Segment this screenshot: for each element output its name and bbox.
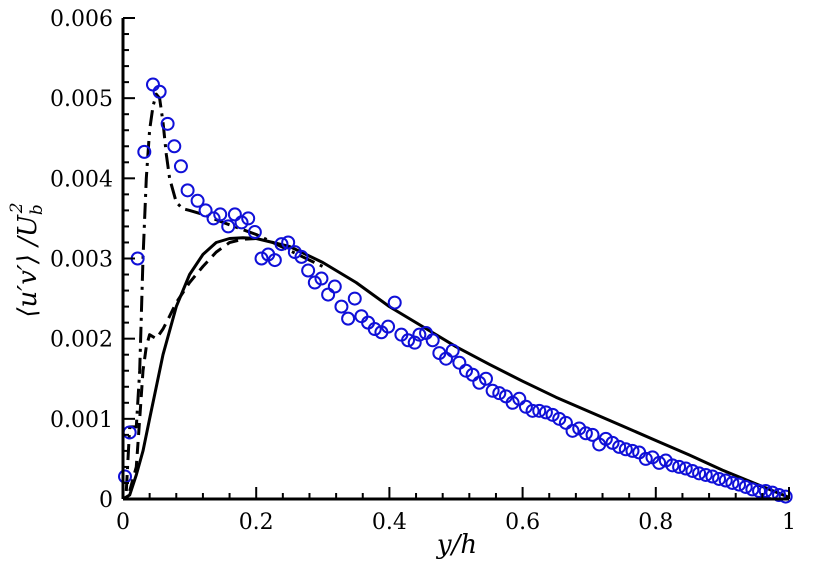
data-point <box>247 225 262 240</box>
data-point <box>274 237 289 252</box>
data-point <box>525 403 540 418</box>
data-point <box>738 479 753 494</box>
data-point <box>672 459 687 474</box>
data-point <box>301 263 316 278</box>
x-ticks <box>122 487 790 499</box>
data-point <box>532 403 547 418</box>
data-point <box>718 473 733 488</box>
data-point <box>387 295 402 310</box>
data-point <box>778 489 793 504</box>
series-line-dashed <box>128 237 257 492</box>
data-point <box>267 253 282 268</box>
data-point <box>367 322 382 337</box>
data-point <box>578 426 593 441</box>
data-point <box>652 455 667 470</box>
x-tick-label: 1 <box>782 510 796 535</box>
y-tick-label: 0.006 <box>50 7 113 32</box>
x-tick-label: 0.4 <box>372 510 407 535</box>
data-point <box>167 139 182 154</box>
data-point <box>160 116 175 131</box>
x-axis-title: y/h <box>436 530 477 560</box>
data-point <box>425 333 440 348</box>
y-axis-title-main: ⟨u′v′⟩ /U <box>13 214 43 318</box>
x-tick-label: 0.6 <box>505 510 540 535</box>
data-point <box>705 469 720 484</box>
data-point <box>752 483 767 498</box>
data-point <box>492 386 507 401</box>
data-point <box>341 311 356 326</box>
data-point <box>294 249 309 264</box>
data-point <box>445 343 460 358</box>
data-point <box>314 271 329 286</box>
data-point <box>698 467 713 482</box>
data-point <box>198 203 213 218</box>
data-point <box>612 439 627 454</box>
series-line-dashdot <box>124 92 324 492</box>
y-axis-title-sub: b <box>27 204 47 215</box>
y-tick-label: 0 <box>99 488 113 513</box>
y-tick-label: 0.005 <box>50 87 113 112</box>
data-point <box>221 219 236 234</box>
data-point <box>137 144 152 159</box>
data-point <box>412 327 427 342</box>
data-point <box>772 487 787 502</box>
data-point <box>665 458 680 473</box>
data-point <box>685 463 700 478</box>
x-tick-labels: 0 0.2 0.4 0.6 0.8 1 <box>116 510 796 535</box>
data-point <box>213 207 228 222</box>
data-point <box>625 443 640 458</box>
data-point <box>485 383 500 398</box>
data-point <box>745 482 760 497</box>
data-point <box>678 461 693 476</box>
data-point <box>401 333 416 348</box>
data-point <box>638 451 653 466</box>
data-point <box>452 355 467 370</box>
data-point <box>241 211 256 226</box>
data-point <box>732 477 747 492</box>
x-tick-label: 0.2 <box>239 510 274 535</box>
data-point <box>180 183 195 198</box>
data-point <box>478 371 493 386</box>
data-point <box>758 483 773 498</box>
data-point <box>145 77 160 92</box>
data-point <box>538 405 553 420</box>
data-point <box>327 279 342 294</box>
data-point <box>152 84 167 99</box>
data-point <box>281 235 296 250</box>
y-ticks <box>123 17 135 500</box>
x-tick-label: 0 <box>116 510 130 535</box>
data-point <box>565 423 580 438</box>
data-point <box>585 427 600 442</box>
y-tick-label: 0.002 <box>50 328 113 353</box>
data-point <box>117 469 132 484</box>
y-tick-label: 0.001 <box>50 408 113 433</box>
data-point <box>712 471 727 486</box>
data-point <box>173 159 188 174</box>
axes <box>121 18 789 501</box>
data-point <box>334 299 349 314</box>
y-tick-label: 0.003 <box>50 248 113 273</box>
data-point <box>618 442 633 457</box>
data-point <box>381 319 396 334</box>
y-axis-title-group: ⟨u′v′⟩ /Ub2 <box>7 202 47 317</box>
y-axis-title-sup: 2 <box>7 202 27 214</box>
y-tick-labels: 0 0.001 0.002 0.003 0.004 0.005 0.006 <box>50 7 113 513</box>
data-point <box>692 466 707 481</box>
data-point <box>227 207 242 222</box>
x-tick-label: 0.8 <box>638 510 673 535</box>
y-axis-title: ⟨u′v′⟩ /Ub2 <box>7 202 47 317</box>
data-point <box>725 475 740 490</box>
data-point <box>321 287 336 302</box>
data-lines <box>122 92 790 501</box>
data-markers <box>117 77 793 504</box>
data-point <box>190 193 205 208</box>
data-point <box>347 291 362 306</box>
y-tick-label: 0.004 <box>50 167 113 192</box>
